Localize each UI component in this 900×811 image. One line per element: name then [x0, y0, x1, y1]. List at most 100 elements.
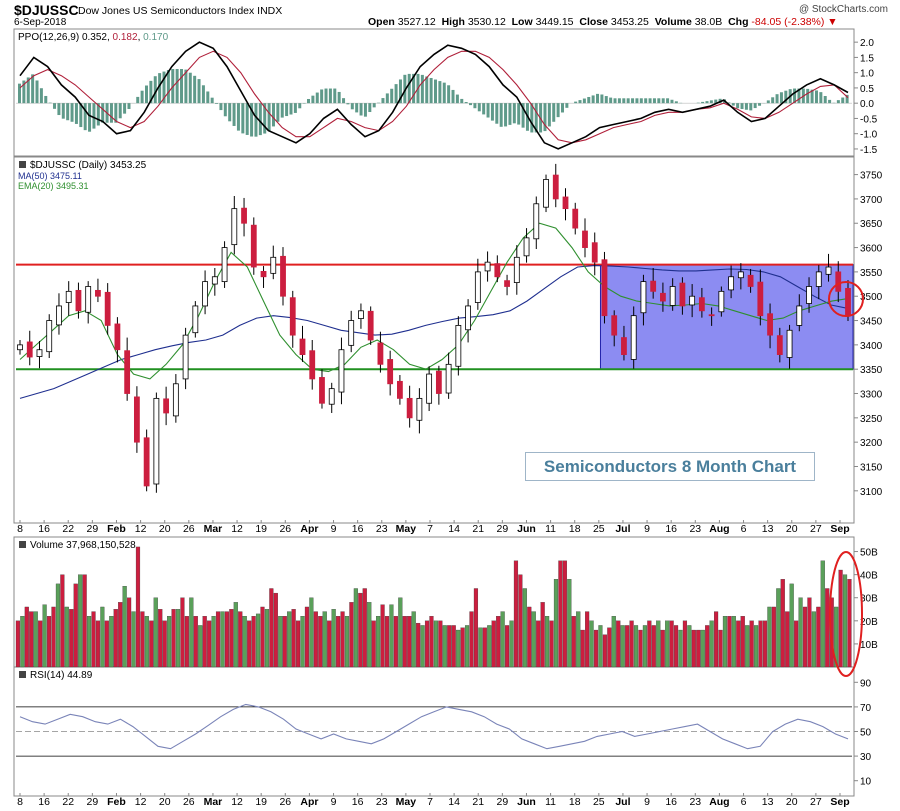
- rsi-ytick-label: 50: [860, 728, 872, 739]
- volume-bar: [713, 611, 719, 668]
- ppo-histogram-bar: [228, 103, 232, 122]
- ppo-histogram-bar: [289, 103, 293, 115]
- ppo-histogram-bar: [749, 103, 753, 111]
- ppo-histogram-bar: [504, 103, 508, 127]
- ppo-histogram-bar: [635, 98, 639, 104]
- high-label: High: [441, 16, 465, 28]
- ppo-signal-value: 0.182: [113, 32, 138, 43]
- rsi-legend-value: 44.89: [67, 670, 92, 681]
- x-tick-label: 8: [17, 523, 23, 535]
- price-layer: 3750 3700 3650 3600 3550 3500 3450 3400 3350 3300…: [16, 163, 883, 498]
- volume-bar: [794, 620, 799, 668]
- ppo-histogram-bar: [477, 103, 481, 112]
- ppo-histogram-bar: [639, 98, 643, 104]
- candle-body: [679, 282, 686, 307]
- ppo-histogram-bar: [394, 84, 398, 104]
- ppo-histogram-bar: [508, 103, 512, 125]
- volume-bar: [318, 616, 323, 668]
- x-tick-label: 6: [741, 796, 747, 808]
- ppo-histogram-bar: [447, 85, 451, 104]
- rsi-ytick-label: 30: [860, 752, 872, 763]
- candle-body: [241, 207, 247, 224]
- ppo-histogram-bar: [201, 85, 205, 104]
- volume-bar: [86, 616, 92, 668]
- volume-bar: [215, 611, 221, 668]
- x-tick-label: 11: [545, 523, 556, 535]
- volume-bar: [522, 588, 527, 668]
- candle-body: [786, 329, 793, 358]
- volume-bar: [171, 609, 176, 668]
- ppo-histogram-bar: [841, 97, 845, 104]
- ppo-histogram-bar: [197, 79, 201, 104]
- ppo-histogram-bar: [771, 97, 775, 104]
- candle-body: [757, 281, 764, 317]
- volume-bar: [754, 625, 759, 668]
- volume-bar: [651, 625, 656, 668]
- candle-body: [552, 174, 559, 200]
- candle-body: [26, 341, 33, 358]
- high-value: 3530.12: [467, 16, 506, 28]
- ppo-histogram-bar: [670, 99, 674, 104]
- ppo-histogram-bar: [109, 103, 113, 123]
- volume-bar: [376, 616, 381, 668]
- x-tick-label: 22: [62, 796, 74, 808]
- ema20-line: [19, 222, 849, 380]
- ppo-histogram-bar: [337, 91, 341, 104]
- volume-bar: [536, 620, 541, 668]
- ppo-histogram-bar: [499, 103, 503, 127]
- candle-body: [776, 335, 783, 355]
- candle-body: [601, 259, 608, 317]
- volume-bar: [344, 616, 350, 668]
- volume-bar: [589, 620, 594, 668]
- ppo-histogram-bar: [823, 96, 827, 104]
- ppo-histogram-bar: [285, 103, 289, 117]
- ppo-histogram-bar: [810, 89, 814, 104]
- volume-bar: [193, 616, 198, 668]
- ppo-histogram-bar: [31, 74, 35, 104]
- x-tick-label: 13: [762, 523, 774, 535]
- volume-bar: [820, 560, 825, 668]
- volume-bar: [647, 620, 652, 668]
- volume-bar: [255, 613, 261, 668]
- ppo-legend-value: 0.352: [82, 32, 107, 43]
- volume-bar: [175, 609, 181, 668]
- volume-bar: [384, 616, 390, 668]
- candle-body: [358, 310, 364, 319]
- ppo-histogram-bar: [613, 98, 617, 104]
- x-tick-label: 19: [255, 523, 267, 535]
- rsi-legend-name: RSI(14): [30, 670, 64, 681]
- volume-bar: [336, 616, 341, 668]
- volume-bar: [100, 606, 105, 668]
- x-tick-label: 16: [665, 523, 677, 535]
- volume-bar: [162, 620, 167, 668]
- volume-bar: [487, 625, 492, 668]
- price-ytick-label: 3600: [860, 244, 883, 255]
- chg-value: -84.05 (-2.38%): [751, 16, 825, 28]
- ppo-histogram-bar: [92, 103, 96, 129]
- price-ytick-label: 3450: [860, 317, 883, 328]
- candle-body: [494, 263, 501, 278]
- x-tick-label: 18: [569, 523, 581, 535]
- volume-bar: [135, 546, 141, 668]
- down-arrow-icon: ▼: [827, 16, 838, 28]
- ppo-histogram-bar: [565, 103, 569, 108]
- x-tick-label: Sep: [830, 796, 849, 808]
- ppo-layer: 2.0 1.5 1.0 0.5 0.0 -0.5 -1.0 -1.5: [16, 38, 878, 156]
- volume-bar: [104, 620, 109, 668]
- candle-body: [504, 280, 510, 287]
- volume-bar: [149, 620, 154, 668]
- ppo-ytick-label: -1.5: [860, 145, 878, 156]
- candle-body: [75, 289, 82, 312]
- candle-body: [474, 271, 481, 303]
- candle-body: [806, 286, 812, 304]
- candle-body: [406, 397, 413, 419]
- volume-bar: [527, 606, 532, 668]
- ppo-histogram-bar: [819, 92, 823, 104]
- volume-bar: [576, 611, 581, 668]
- x-tick-label: 20: [786, 523, 798, 535]
- volume-bar: [393, 616, 398, 668]
- ppo-histogram-bar: [53, 103, 57, 109]
- volume-legend-swatch: [19, 541, 26, 548]
- x-tick-label: 27: [810, 523, 822, 535]
- x-tick-label: 14: [448, 523, 460, 535]
